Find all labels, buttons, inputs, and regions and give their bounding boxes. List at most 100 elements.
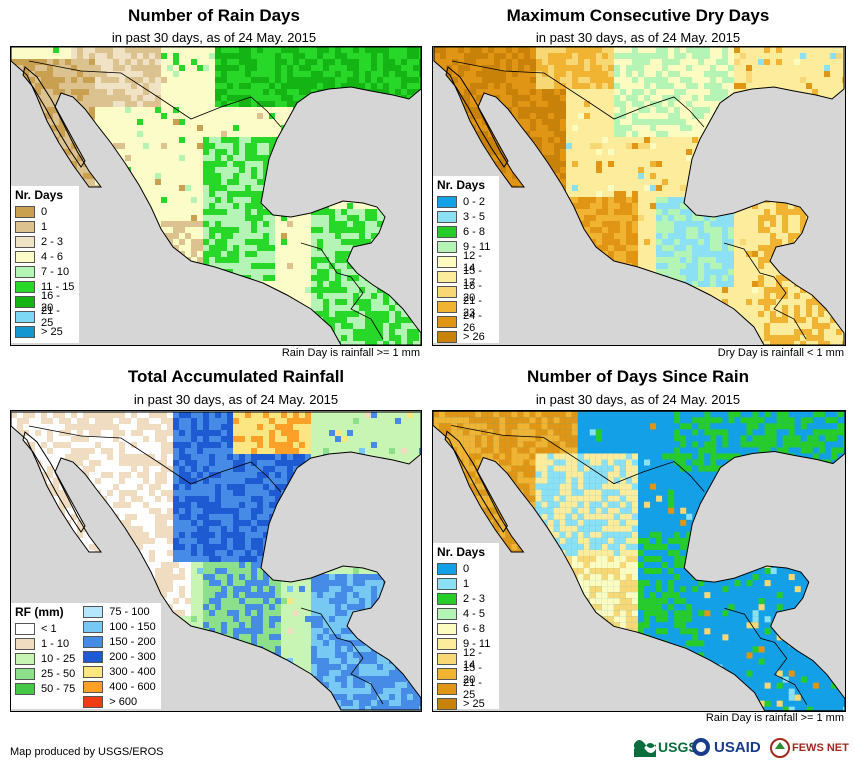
legend-swatch xyxy=(83,635,104,648)
legend-label: 21 - 25 xyxy=(41,304,60,329)
legend-item: 21 - 25 xyxy=(15,305,75,329)
legend-swatch xyxy=(83,605,104,618)
legend-swatch xyxy=(437,285,457,298)
legend-item: 10 - 25 xyxy=(15,652,75,665)
legend-label: 15 - 20 xyxy=(463,661,482,686)
legend-swatch xyxy=(437,300,457,313)
legend-item: 9 - 11 xyxy=(437,637,495,650)
mexico-map xyxy=(11,411,421,711)
coastline xyxy=(22,66,86,168)
legend-item: 21 - 25 xyxy=(437,677,495,701)
legend-item: 15 - 17 xyxy=(437,265,495,289)
legend-label: 50 - 75 xyxy=(41,682,76,695)
legend-item: 400 - 600 xyxy=(83,680,156,693)
legend-swatch xyxy=(437,637,457,650)
legend-label: 75 - 100 xyxy=(109,605,150,618)
legend-label: 12 - 14 xyxy=(463,249,482,274)
country-border xyxy=(723,242,807,340)
legend-label: > 26 xyxy=(463,330,485,343)
legend-swatch xyxy=(15,265,35,278)
legend-item: > 25 xyxy=(15,325,75,338)
legend-item: > 600 xyxy=(83,695,155,708)
legend-item: 16 - 20 xyxy=(15,290,75,314)
legend-label: 7 - 10 xyxy=(41,265,70,278)
country-border xyxy=(28,425,282,493)
fewsnet-icon xyxy=(770,738,790,758)
legend-swatch xyxy=(15,667,35,680)
legend-item: 1 xyxy=(437,577,495,590)
legend-item: 6 - 8 xyxy=(437,622,495,635)
legend-title: Nr. Days xyxy=(437,178,486,192)
legend-title: RF (mm) xyxy=(15,605,64,619)
legend-swatch xyxy=(437,577,457,590)
legend-item: 0 xyxy=(437,562,495,575)
legend-swatch xyxy=(15,325,35,338)
legend-label: 0 xyxy=(41,205,48,218)
legend-label: > 25 xyxy=(463,697,485,710)
country-border xyxy=(300,607,384,705)
legend-item: 0 - 2 xyxy=(437,195,495,208)
map-rain-days xyxy=(10,46,422,346)
note-dry-days: Dry Day is rainfall < 1 mm xyxy=(717,347,844,359)
legend-item: 15 - 20 xyxy=(437,662,495,686)
legend-item: 3 - 5 xyxy=(437,210,495,223)
legend-swatch xyxy=(15,250,35,263)
coastline xyxy=(433,411,845,711)
country-border xyxy=(28,60,282,128)
coastline xyxy=(444,430,508,533)
coastline xyxy=(433,47,845,345)
legend-label: 10 - 25 xyxy=(41,652,76,665)
legend-swatch xyxy=(437,315,457,328)
map-days-since-rain xyxy=(432,410,846,712)
map-total-rainfall xyxy=(10,410,422,712)
legend-dry-days: Nr. Days 0 - 2 3 - 5 6 - 8 9 - 11 12 - 14 15 … xyxy=(433,176,499,343)
legend-item: 2 - 3 xyxy=(437,592,495,605)
legend-swatch xyxy=(83,620,104,633)
legend-days-since-rain: Nr. Days 0 1 2 - 3 4 - 5 6 - 8 9 - 11 12 - 14 1… xyxy=(433,543,499,710)
legend-item: 11 - 15 xyxy=(15,280,75,293)
legend-item: 24 - 26 xyxy=(437,310,495,334)
coastline xyxy=(445,66,509,168)
legend-item: 9 - 11 xyxy=(437,240,495,253)
legend-item: < 1 xyxy=(15,622,75,635)
legend-label: 1 - 10 xyxy=(41,637,70,650)
legend-item: 2 - 3 xyxy=(15,235,75,248)
legend-swatch xyxy=(15,622,35,635)
legend-label: 0 xyxy=(463,562,470,575)
legend-swatch xyxy=(437,622,457,635)
legend-item: 7 - 10 xyxy=(15,265,75,278)
legend-title: Nr. Days xyxy=(15,188,64,202)
legend-swatch xyxy=(437,562,457,575)
legend-swatch xyxy=(15,205,35,218)
legend-label: 100 - 150 xyxy=(109,620,156,633)
legend-label: 4 - 5 xyxy=(463,607,486,620)
legend-item: 50 - 75 xyxy=(15,682,75,695)
legend-label: 1 xyxy=(41,220,48,233)
legend-item: 150 - 200 xyxy=(83,635,156,648)
legend-item: 100 - 150 xyxy=(83,620,156,633)
map-dry-days xyxy=(432,46,846,346)
panel-subtitle-days-since-rain: in past 30 days, as of 24 May. 2015 xyxy=(535,392,741,407)
usgs-icon xyxy=(634,740,656,757)
legend-label: 11 - 15 xyxy=(41,280,75,293)
note-rain-days: Rain Day is rainfall >= 1 mm xyxy=(281,347,420,359)
mexico-map xyxy=(11,47,421,345)
usgs-logo: USGS xyxy=(634,737,698,757)
legend-label: 16 - 20 xyxy=(41,289,60,314)
country-border xyxy=(451,424,705,492)
map-credit: Map produced by USGS/EROS xyxy=(10,746,164,758)
legend-item: 25 - 50 xyxy=(15,667,75,680)
legend-item: 21 - 23 xyxy=(437,295,495,319)
panel-title-total-rainfall: Total Accumulated Rainfall xyxy=(127,367,345,386)
legend-label: 2 - 3 xyxy=(463,592,486,605)
legend-label: 21 - 25 xyxy=(463,676,482,701)
country-border xyxy=(724,607,808,705)
legend-swatch xyxy=(437,667,457,680)
legend-item: > 26 xyxy=(437,330,495,343)
panel-subtitle-dry-days: in past 30 days, as of 24 May. 2015 xyxy=(535,30,741,45)
legend-swatch xyxy=(437,195,457,208)
legend-label: 12 - 14 xyxy=(463,646,482,671)
mexico-map xyxy=(433,47,845,345)
legend-item: 1 xyxy=(15,220,75,233)
legend-item: 4 - 6 xyxy=(15,250,75,263)
